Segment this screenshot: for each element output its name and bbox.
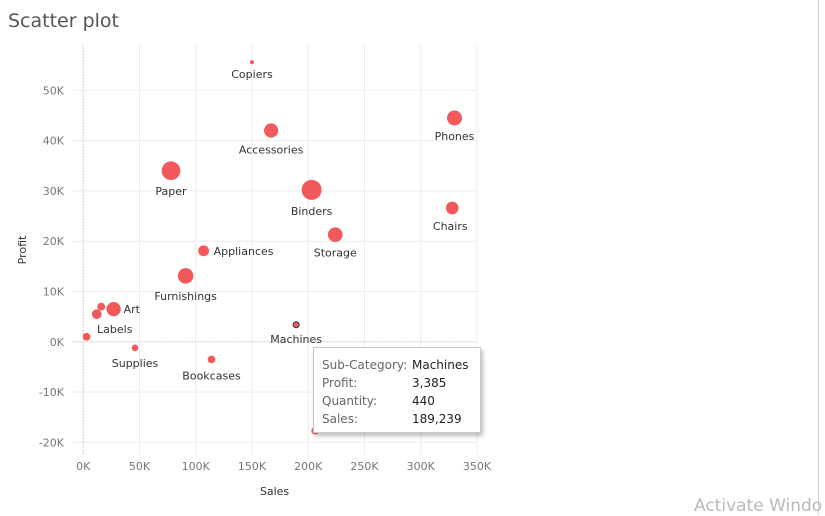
x-axis-title: Sales [260,485,290,498]
point-label: Phones [435,130,475,143]
scatter-point [207,355,216,364]
x-tick-label: 150K [238,460,267,473]
page-title: Scatter plot [8,10,120,32]
scatter-point [177,268,194,284]
x-tick-label: 350K [463,460,492,473]
point-label: Machines [270,333,322,346]
tooltip-key: Sub-Category: [322,358,408,372]
point-label: Binders [291,205,333,218]
x-tick-label: 250K [350,460,379,473]
scatter-point [327,227,343,242]
x-tick-label: 200K [294,460,323,473]
scatter-point [447,110,462,126]
y-axis-title: Profit [16,235,29,264]
scatter-point [91,309,102,320]
point-label: Furnishings [154,290,217,303]
point-label: Accessories [239,144,304,157]
point-label: Labels [97,323,133,336]
tooltip-key: Profit: [322,376,358,390]
tooltip-key: Quantity: [322,394,378,408]
scatter-point [198,245,210,257]
scatter-point [250,60,254,65]
tooltip: Sub-Category: Machines Profit: 3,385 Qua… [313,347,481,433]
scatter-point [264,123,279,138]
y-tick-label: 20K [43,235,65,248]
scatter-point [106,301,121,317]
tooltip-value: 440 [412,394,435,408]
tooltip-row-profit: Profit: 3,385 [322,374,480,392]
x-tick-label: 100K [182,460,211,473]
y-tick-label: -20K [39,436,65,449]
point-label: Appliances [214,245,274,258]
x-tick-label: 0K [76,460,91,473]
tooltip-value: Machines [412,358,469,372]
point-label: Copiers [231,68,273,81]
scatter-point [445,201,459,215]
point-label: Paper [155,185,187,198]
scatter-point [301,179,322,200]
tooltip-key: Sales: [322,412,358,426]
tooltip-row-subcategory: Sub-Category: Machines [322,356,480,374]
y-tick-label: 10K [43,286,65,299]
point-label: Chairs [433,220,468,233]
tooltip-value: 3,385 [412,376,447,390]
scatter-point [292,321,300,329]
y-tick-label: -10K [39,386,65,399]
point-label: Supplies [112,357,159,370]
point-label: Art [124,303,141,316]
activate-windows-watermark: Activate Windo [694,496,823,516]
y-tick-label: 50K [43,84,65,97]
scatter-point [97,302,106,311]
tooltip-value: 189,239 [412,412,462,426]
tooltip-row-sales: Sales: 189,239 [322,410,480,428]
tooltip-row-quantity: Quantity: 440 [322,392,480,410]
scatter-point [131,344,139,352]
x-tick-label: 50K [129,460,151,473]
x-tick-label: 300K [407,460,436,473]
divider [818,0,819,515]
scatter-point [161,161,181,181]
point-label: Bookcases [182,369,241,382]
point-label: Storage [314,247,357,260]
y-tick-label: 0K [50,336,65,349]
scatter-point [82,332,91,341]
y-tick-label: 30K [43,185,65,198]
y-tick-label: 40K [43,135,65,148]
